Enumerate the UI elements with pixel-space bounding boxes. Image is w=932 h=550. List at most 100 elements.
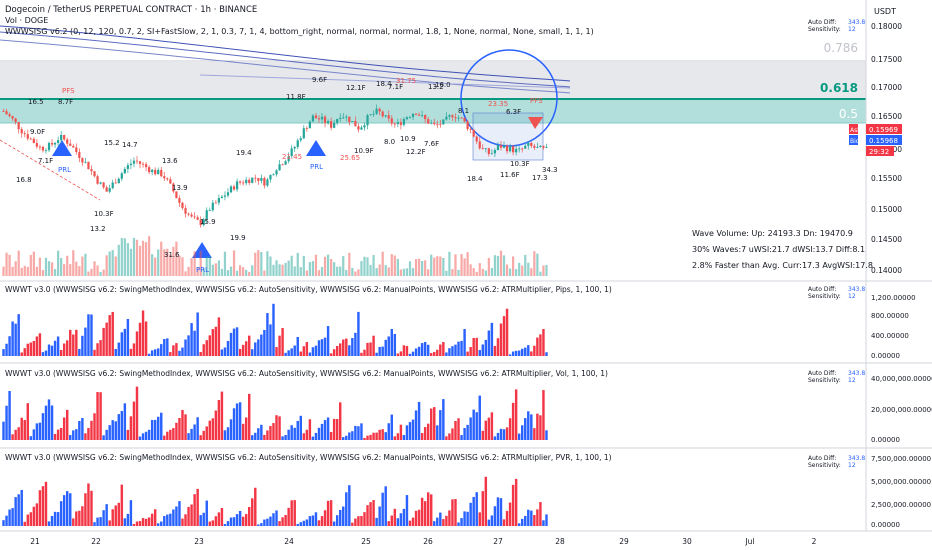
indicator-bar	[160, 521, 163, 526]
indicator-bar	[466, 424, 469, 440]
candle-body	[345, 116, 348, 118]
indicator-bar	[354, 332, 357, 356]
indicator-bar	[542, 390, 545, 440]
x-tick: 24	[284, 537, 294, 546]
indicator-bar	[141, 518, 145, 526]
indicator-bar	[490, 322, 494, 356]
indicator-bar	[226, 340, 230, 356]
indicator-bar	[254, 432, 257, 440]
indicator-bar	[351, 431, 354, 440]
fib-zone-lower	[0, 99, 866, 123]
wave-annotation: 8.7F	[58, 98, 73, 106]
x-tick: 22	[91, 537, 101, 546]
indicator-bar	[75, 511, 78, 526]
chart-title[interactable]: Dogecoin / TetherUS PERPETUAL CONTRACT ·…	[5, 5, 258, 15]
indicator-bar	[235, 403, 239, 440]
indicator-bar	[75, 429, 78, 440]
indicator-bar	[241, 423, 245, 440]
indicator-bar	[8, 391, 11, 440]
indicator-bar	[138, 521, 142, 526]
indicator-legend[interactable]: WWWSISG v6.2 (0, 12, 120, 0.7, 2, SI+Fas…	[5, 27, 594, 36]
indicator-bar	[81, 335, 84, 356]
volume-bar	[175, 241, 178, 276]
candle-body	[29, 138, 32, 140]
indicator-bar	[41, 486, 45, 526]
indicator-bar	[157, 416, 160, 440]
volume-bar	[469, 264, 472, 276]
indicator-bar	[417, 509, 421, 526]
volume-bar	[214, 263, 217, 276]
volume-bar	[123, 238, 126, 276]
indicator-bar	[50, 405, 54, 440]
indicator-bar	[533, 428, 536, 440]
volume-bar	[245, 269, 248, 276]
indicator-bar	[348, 432, 351, 440]
indicator-bar	[129, 416, 133, 440]
indicator-bar	[442, 519, 445, 526]
indicator-bar	[254, 487, 257, 526]
indicator-bar	[436, 425, 439, 440]
wave-annotation: 31.75	[396, 77, 416, 85]
x-tick: 30	[682, 537, 692, 546]
indicator-bar	[193, 330, 196, 356]
candle-body	[102, 182, 105, 188]
countdown-timer: 29:32	[869, 148, 889, 156]
candle-body	[405, 117, 409, 120]
price-tick: 0.16500	[871, 112, 902, 121]
indicator-bar	[514, 389, 518, 440]
candle-body	[8, 114, 11, 117]
candle-body	[120, 173, 123, 179]
indicator-bar	[524, 347, 527, 356]
indicator-bar	[345, 338, 348, 356]
indicator-bar	[293, 500, 296, 526]
candle-body	[539, 145, 542, 147]
candle-body	[387, 115, 390, 119]
indicator-1-title[interactable]: WWWT v3.0 (WWWSISG v6.2: SwingMethodInde…	[5, 285, 612, 294]
volume-legend[interactable]: Vol · DOGE	[5, 16, 49, 25]
wave-annotation: 13.2	[428, 83, 444, 91]
indicator-bar	[521, 518, 524, 526]
ind2-tick: 0.00000	[871, 436, 900, 444]
indicator-bar	[442, 342, 445, 356]
indicator-bar	[269, 516, 272, 526]
indicator-bar	[405, 495, 409, 526]
currency-label[interactable]: USDT	[874, 7, 896, 16]
volume-bar	[430, 254, 433, 276]
indicator-bar	[20, 489, 23, 526]
indicator-bar	[375, 432, 378, 440]
bid-price: 0.15968	[869, 137, 898, 145]
candle-body	[463, 117, 466, 122]
price-tick: 0.18000	[871, 22, 902, 31]
candle-body	[160, 169, 163, 177]
indicator-bar	[332, 349, 336, 356]
indicator-bar	[53, 340, 57, 356]
candle-body	[408, 116, 412, 118]
wma-line-1	[0, 25, 571, 82]
candle-body	[202, 219, 205, 225]
wave-annotation: 23.35	[488, 100, 508, 108]
candle-body	[148, 167, 151, 173]
indicator-bar	[317, 340, 321, 356]
volume-bar	[99, 271, 102, 276]
indicator-bar	[448, 510, 451, 526]
volume-bar	[339, 266, 342, 276]
volume-bar	[317, 270, 321, 276]
indicator-bar	[181, 518, 184, 526]
candle-body	[193, 216, 196, 218]
indicator-bar	[269, 324, 272, 356]
candle-body	[472, 129, 475, 137]
indicator-bar	[508, 418, 512, 440]
indicator-bar	[493, 345, 497, 356]
indicator-bar	[466, 351, 469, 356]
indicator-2-title[interactable]: WWWT v3.0 (WWWSISG v6.2: SwingMethodInde…	[5, 369, 608, 378]
indicator-bar	[105, 429, 108, 440]
volume-bar	[96, 265, 99, 276]
indicator-bar	[481, 430, 484, 440]
candle-body	[235, 181, 239, 190]
indicator-3-title[interactable]: WWWT v3.0 (WWWSISG v6.2: SwingMethodInde…	[5, 453, 612, 462]
volume-bar	[202, 268, 205, 276]
indicator-bar	[150, 513, 154, 526]
indicator-bar	[527, 509, 530, 526]
indicator-bar	[287, 350, 290, 356]
